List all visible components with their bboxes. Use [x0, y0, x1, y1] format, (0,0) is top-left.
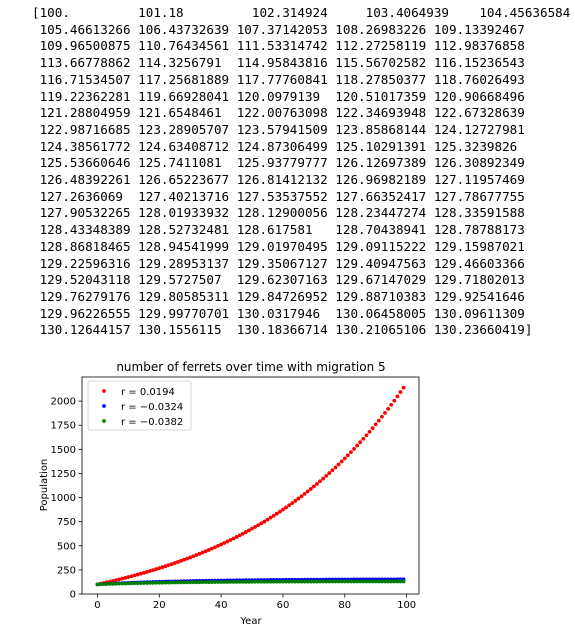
y-tick-label: 0 — [70, 590, 76, 601]
point-series-0 — [371, 426, 375, 430]
point-series-0 — [386, 407, 390, 411]
point-series-0 — [331, 468, 335, 472]
x-axis-ticks: 0 20 40 60 80 100 — [94, 594, 416, 611]
point-series-0 — [318, 479, 322, 483]
y-tick-label: 1750 — [51, 421, 76, 432]
x-tick-label: 100 — [397, 600, 416, 611]
point-series-0 — [355, 444, 359, 448]
point-series-0 — [303, 492, 307, 496]
point-series-0 — [352, 447, 356, 451]
legend-marker-blue — [102, 404, 106, 408]
point-series-0 — [306, 490, 310, 494]
point-series-0 — [293, 499, 297, 503]
x-tick-label: 80 — [338, 600, 351, 611]
point-series-0 — [361, 437, 365, 441]
point-series-2 — [402, 580, 406, 584]
point-series-0 — [281, 508, 285, 512]
point-series-0 — [395, 394, 399, 398]
point-series-0 — [368, 430, 372, 434]
point-series-0 — [365, 433, 369, 437]
y-tick-label: 500 — [57, 541, 76, 552]
point-series-0 — [284, 506, 288, 510]
y-tick-label: 750 — [57, 517, 76, 528]
point-series-0 — [315, 482, 319, 486]
y-tick-label: 1000 — [51, 493, 76, 504]
point-series-0 — [324, 474, 328, 478]
point-series-0 — [321, 477, 325, 481]
point-series-0 — [380, 415, 384, 419]
x-tick-label: 60 — [277, 600, 290, 611]
x-axis-label: Year — [239, 616, 262, 627]
point-series-0 — [297, 497, 301, 501]
point-series-0 — [389, 403, 393, 407]
array-output: [100. 101.18 102.314924 103.4064939 104.… — [32, 5, 570, 339]
point-series-0 — [346, 453, 350, 457]
x-tick-label: 20 — [153, 600, 166, 611]
point-series-0 — [377, 419, 381, 423]
point-series-0 — [300, 494, 304, 498]
point-series-0 — [402, 386, 406, 390]
legend-marker-green — [102, 419, 106, 423]
point-series-0 — [383, 411, 387, 415]
point-series-0 — [337, 463, 341, 467]
point-series-0 — [327, 471, 331, 475]
y-tick-label: 250 — [57, 565, 76, 576]
point-series-0 — [349, 450, 353, 454]
x-tick-label: 40 — [215, 600, 228, 611]
y-axis-label: Population — [39, 459, 50, 512]
legend-label-red: r = 0.0194 — [121, 387, 175, 398]
y-tick-label: 1250 — [51, 469, 76, 480]
x-tick-label: 0 — [94, 600, 100, 611]
point-series-0 — [374, 422, 378, 426]
chart-title: number of ferrets over time with migrati… — [116, 360, 385, 374]
point-series-0 — [334, 465, 338, 469]
legend-marker-red — [102, 389, 106, 393]
point-series-0 — [399, 390, 403, 394]
y-tick-label: 2000 — [51, 397, 76, 408]
population-chart: number of ferrets over time with migrati… — [0, 352, 575, 634]
legend: r = 0.0194 r = −0.0324 r = −0.0382 — [88, 381, 191, 430]
point-series-0 — [392, 399, 396, 403]
point-series-0 — [287, 503, 291, 507]
y-tick-label: 1500 — [51, 445, 76, 456]
point-series-0 — [340, 460, 344, 464]
point-series-0 — [309, 487, 313, 491]
y-axis-ticks: 0 250 500 750 1000 1250 1500 1750 2000 — [51, 397, 82, 601]
point-series-0 — [278, 510, 282, 514]
legend-label-green: r = −0.0382 — [121, 417, 183, 428]
point-series-0 — [343, 456, 347, 460]
point-series-0 — [358, 440, 362, 444]
legend-label-blue: r = −0.0324 — [121, 402, 183, 413]
point-series-0 — [312, 485, 316, 489]
point-series-0 — [290, 501, 294, 505]
